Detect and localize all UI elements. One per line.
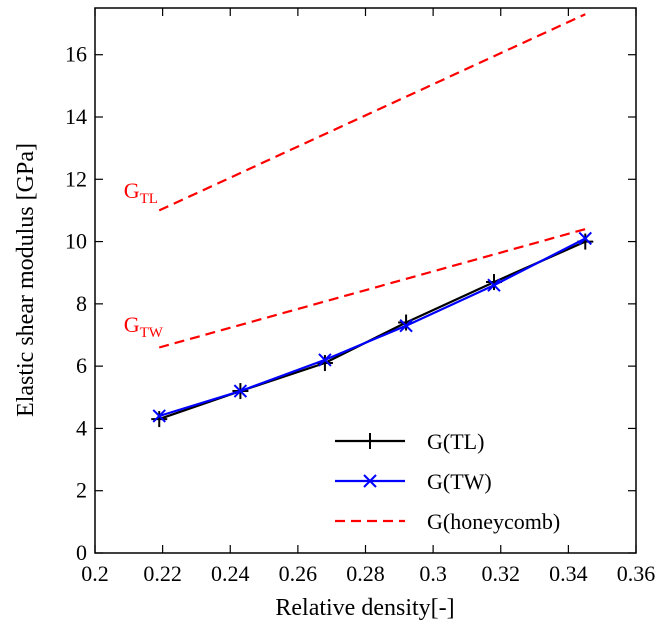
y-tick-label: 16 <box>65 42 87 67</box>
x-tick-label: 0.36 <box>617 561 656 586</box>
y-tick-label: 0 <box>76 540 87 565</box>
legend-label-1: G(TW) <box>427 469 492 494</box>
x-tick-label: 0.26 <box>279 561 318 586</box>
x-tick-label: 0.22 <box>143 561 182 586</box>
legend: G(TL) G(TW) G(honeycomb) <box>335 429 560 534</box>
data-point-1-0 <box>152 409 166 423</box>
data-point-1-5 <box>578 231 592 246</box>
axis-ticks: 0.2 0.22 0.24 0.26 0.28 0.3 0.32 0.34 0.36 0 2 4 6 8 1… <box>65 8 655 586</box>
series-line-1 <box>158 237 586 418</box>
legend-label-0: G(TL) <box>427 429 484 454</box>
legend-marker-1 <box>363 474 377 488</box>
annotations-layer: GTL GTW <box>124 178 164 341</box>
y-axis-label: Elastic shear modulus [GPa] <box>13 143 39 417</box>
y-tick-label: 12 <box>65 166 87 191</box>
y-tick-label: 8 <box>76 291 87 316</box>
data-point-1-2 <box>318 353 332 367</box>
y-tick-label: 14 <box>65 104 87 129</box>
data-point-1-4 <box>487 278 501 292</box>
legend-label-2: G(honeycomb) <box>427 509 560 534</box>
data-point-1-3 <box>399 318 413 333</box>
x-tick-label: 0.32 <box>482 561 521 586</box>
annotation-0: GTL <box>124 178 158 207</box>
y-tick-label: 10 <box>65 229 87 254</box>
data-point-0-0 <box>151 411 168 428</box>
legend-marker-0 <box>362 433 378 449</box>
y-tick-label: 6 <box>76 353 87 378</box>
y-tick-label: 4 <box>76 415 87 440</box>
series-line-2 <box>158 13 586 212</box>
x-axis-label: Relative density[-] <box>275 595 454 621</box>
x-tick-label: 0.3 <box>419 561 447 586</box>
x-tick-label: 0.24 <box>211 561 250 586</box>
data-point-1-1 <box>233 384 248 398</box>
x-tick-label: 0.34 <box>549 561 588 586</box>
annotation-1: GTW <box>124 312 164 341</box>
plot-frame <box>94 7 637 554</box>
y-tick-label: 2 <box>76 478 87 503</box>
series-layer <box>151 13 594 428</box>
x-tick-label: 0.28 <box>346 561 385 586</box>
x-tick-label: 0.2 <box>81 561 109 586</box>
series-line-3 <box>158 228 586 349</box>
